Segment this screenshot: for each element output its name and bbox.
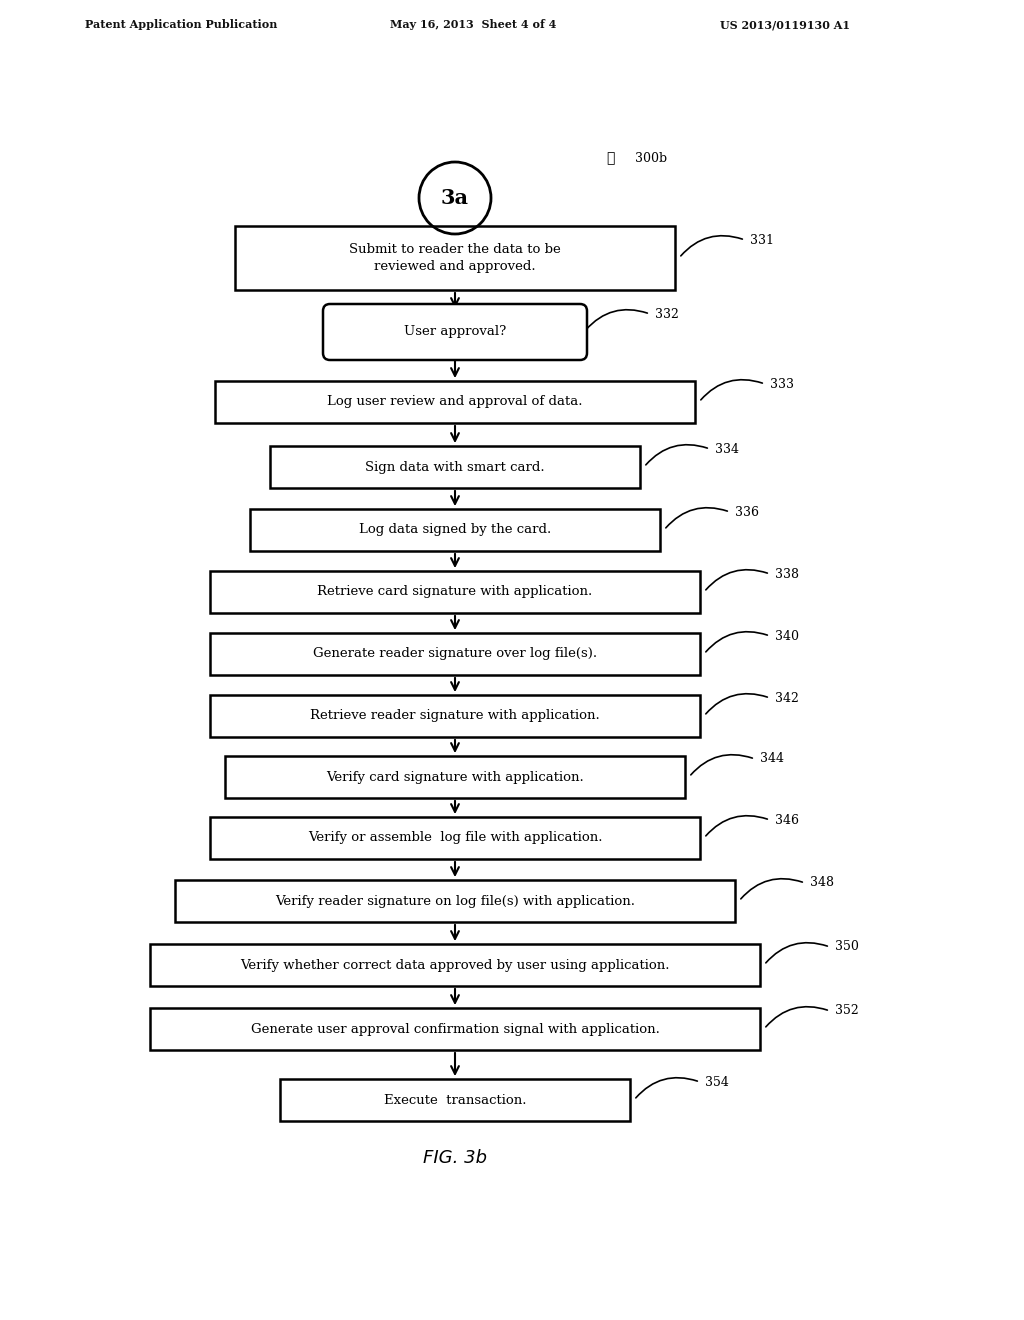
Bar <box>234 226 675 290</box>
Text: Log data signed by the card.: Log data signed by the card. <box>358 524 551 536</box>
Text: Generate user approval confirmation signal with application.: Generate user approval confirmation sign… <box>251 1023 659 1035</box>
Text: Verify or assemble  log file with application.: Verify or assemble log file with applica… <box>308 832 602 845</box>
Text: 342: 342 <box>775 692 799 705</box>
Bar <box>280 1078 630 1121</box>
Bar <box>250 510 660 550</box>
Text: 333: 333 <box>770 378 794 391</box>
Bar <box>210 572 700 612</box>
Text: FIG. 3b: FIG. 3b <box>423 1148 487 1167</box>
Text: Retrieve reader signature with application.: Retrieve reader signature with applicati… <box>310 710 600 722</box>
Text: Verify whether correct data approved by user using application.: Verify whether correct data approved by … <box>241 958 670 972</box>
Text: 350: 350 <box>835 940 859 953</box>
Text: 344: 344 <box>760 752 784 766</box>
FancyBboxPatch shape <box>323 304 587 360</box>
Text: 334: 334 <box>715 442 739 455</box>
Text: 346: 346 <box>775 813 799 826</box>
Bar <box>150 944 760 986</box>
Text: 336: 336 <box>735 506 759 519</box>
Text: Sign data with smart card.: Sign data with smart card. <box>366 461 545 474</box>
Text: 332: 332 <box>655 308 679 321</box>
Text: Execute  transaction.: Execute transaction. <box>384 1093 526 1106</box>
Text: Patent Application Publication: Patent Application Publication <box>85 20 278 30</box>
Bar <box>225 756 685 799</box>
Text: 331: 331 <box>750 234 774 247</box>
Bar <box>210 817 700 859</box>
Text: 300b: 300b <box>635 152 667 165</box>
Text: 348: 348 <box>810 876 834 890</box>
Text: User approval?: User approval? <box>403 326 506 338</box>
Text: Log user review and approval of data.: Log user review and approval of data. <box>328 396 583 408</box>
Bar <box>215 381 695 422</box>
Text: 340: 340 <box>775 630 799 643</box>
Text: Submit to reader the data to be
reviewed and approved.: Submit to reader the data to be reviewed… <box>349 243 561 273</box>
Text: ✓: ✓ <box>606 150 614 165</box>
Bar <box>210 634 700 675</box>
Text: Generate reader signature over log file(s).: Generate reader signature over log file(… <box>313 648 597 660</box>
Text: US 2013/0119130 A1: US 2013/0119130 A1 <box>720 20 850 30</box>
Bar <box>150 1008 760 1049</box>
Bar <box>270 446 640 488</box>
Text: 354: 354 <box>705 1076 729 1089</box>
Text: Retrieve card signature with application.: Retrieve card signature with application… <box>317 586 593 598</box>
Text: Verify reader signature on log file(s) with application.: Verify reader signature on log file(s) w… <box>275 895 635 908</box>
Text: May 16, 2013  Sheet 4 of 4: May 16, 2013 Sheet 4 of 4 <box>390 20 556 30</box>
Text: 338: 338 <box>775 568 799 581</box>
Text: 3a: 3a <box>441 187 469 209</box>
Bar <box>175 880 735 921</box>
Bar <box>210 696 700 737</box>
Text: Verify card signature with application.: Verify card signature with application. <box>326 771 584 784</box>
Text: 352: 352 <box>835 1005 859 1018</box>
